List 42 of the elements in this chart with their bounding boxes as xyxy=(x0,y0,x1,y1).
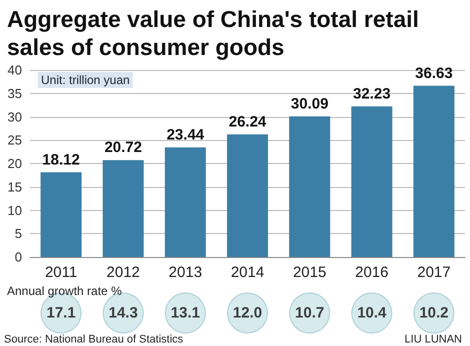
text: LIU LUNAN xyxy=(404,334,462,346)
bar xyxy=(40,172,82,257)
x-tick-label: 2012 xyxy=(106,264,140,281)
y-tick-label: 20 xyxy=(8,156,22,171)
data-label: 32.23 xyxy=(353,85,391,102)
x-tick-label: 2011 xyxy=(44,264,78,281)
bar xyxy=(413,86,454,257)
y-tick-label: 35 xyxy=(8,86,22,101)
bar xyxy=(289,116,330,257)
bar xyxy=(351,106,392,257)
data-label: 14.3 xyxy=(108,304,138,322)
x-tick-label: 2015 xyxy=(292,264,326,281)
annotation: Unit: trillion yuan xyxy=(41,73,130,87)
data-label: 26.24 xyxy=(228,113,267,130)
source-note: Source: National Bureau of Statistics xyxy=(4,334,184,346)
bar xyxy=(226,134,268,257)
text: Annual growth rate % xyxy=(7,284,122,298)
chart-title: Aggregate value of China's total retail sales of consumer goods xyxy=(7,6,426,60)
y-tick-label: 30 xyxy=(8,109,22,124)
data-label: 20.72 xyxy=(104,139,142,156)
bar xyxy=(164,147,206,257)
y-tick-label: 25 xyxy=(8,132,22,148)
data-label: 10.2 xyxy=(419,304,449,322)
data-label: 10.4 xyxy=(357,304,388,322)
x-tick-label: 2014 xyxy=(230,264,264,281)
data-label: 23.44 xyxy=(166,126,205,144)
y-tick-label: 5 xyxy=(14,226,22,242)
y-tick-label: 15 xyxy=(8,179,22,194)
data-label: 30.09 xyxy=(290,95,328,112)
x-tick-label: 2013 xyxy=(168,264,202,281)
x-tick-label: 2016 xyxy=(355,264,388,281)
data-label: 18.12 xyxy=(42,151,80,168)
data-label: 36.63 xyxy=(415,64,453,82)
y-tick-label: 0 xyxy=(14,250,22,264)
bar xyxy=(102,160,144,257)
y-tick-label: 10 xyxy=(8,202,22,218)
data-label: 10.7 xyxy=(295,304,324,322)
x-tick-label: 2017 xyxy=(417,264,451,281)
y-tick-label: 40 xyxy=(8,62,22,78)
data-label: 17.1 xyxy=(46,304,76,322)
data-label: 12.0 xyxy=(232,304,262,322)
data-label: 13.1 xyxy=(170,304,200,322)
